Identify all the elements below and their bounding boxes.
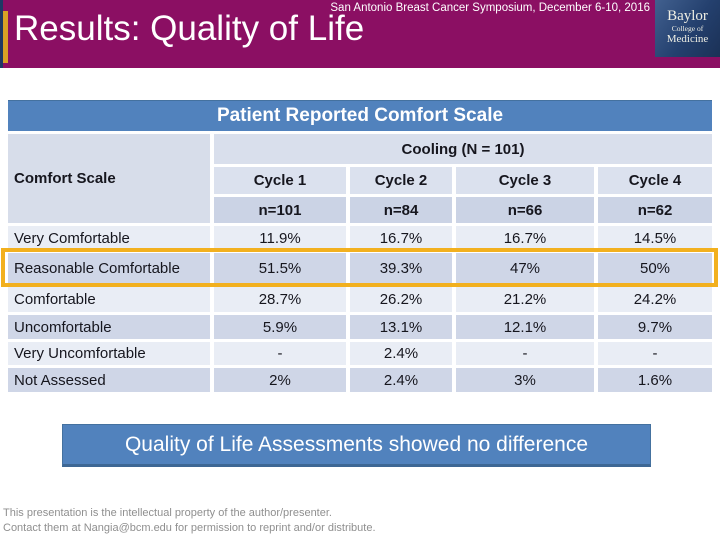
table-row-label: Uncomfortable	[8, 315, 210, 339]
column-subheader-n-2: n=84	[350, 197, 452, 223]
table-cell: 3%	[456, 368, 594, 392]
table-cell: 16.7%	[456, 226, 594, 250]
footer-line-1: This presentation is the intellectual pr…	[3, 507, 332, 519]
table-row-label: Reasonable Comfortable	[8, 253, 210, 283]
comfort-scale-table: Comfort Scale Cooling (N = 101) Cycle 1 …	[8, 134, 712, 392]
table-cell: 2%	[214, 368, 346, 392]
table-cell: 50%	[598, 253, 712, 283]
table-cell: -	[456, 342, 594, 365]
footer-disclaimer: This presentation is the intellectual pr…	[3, 506, 376, 535]
symposium-credit: San Antonio Breast Cancer Symposium, Dec…	[330, 2, 650, 14]
table-cell: 14.5%	[598, 226, 712, 250]
table-group-header: Cooling (N = 101)	[214, 134, 712, 164]
header-gold-stripe	[3, 11, 8, 63]
table-cell: 51.5%	[214, 253, 346, 283]
table-row-label: Very Uncomfortable	[8, 342, 210, 365]
table-cell: 5.9%	[214, 315, 346, 339]
column-header-cycle-2: Cycle 2	[350, 167, 452, 194]
table-row-label: Not Assessed	[8, 368, 210, 392]
table-cell: 21.2%	[456, 286, 594, 312]
table-cell: 13.1%	[350, 315, 452, 339]
logo-text-line1: Baylor	[667, 8, 708, 24]
table-cell: -	[598, 342, 712, 365]
table-cell: -	[214, 342, 346, 365]
table-cell: 16.7%	[350, 226, 452, 250]
conclusion-banner: Quality of Life Assessments showed no di…	[62, 424, 651, 467]
column-subheader-n-4: n=62	[598, 197, 712, 223]
logo-text-line2: College of	[671, 24, 704, 33]
table-cell: 2.4%	[350, 342, 452, 365]
logo-text-line3: Medicine	[666, 33, 709, 45]
table-cell: 1.6%	[598, 368, 712, 392]
column-header-cycle-3: Cycle 3	[456, 167, 594, 194]
table-cell: 11.9%	[214, 226, 346, 250]
table-cell: 47%	[456, 253, 594, 283]
column-header-cycle-1: Cycle 1	[214, 167, 346, 194]
table-cell: 28.7%	[214, 286, 346, 312]
table-cell: 9.7%	[598, 315, 712, 339]
table-cell: 2.4%	[350, 368, 452, 392]
table-cell: 12.1%	[456, 315, 594, 339]
table-cell: 26.2%	[350, 286, 452, 312]
header-navy-stripe	[0, 0, 3, 68]
table-cell: 39.3%	[350, 253, 452, 283]
slide-title: Results: Quality of Life	[14, 9, 365, 48]
table-corner-header: Comfort Scale	[8, 134, 210, 223]
slide-header: San Antonio Breast Cancer Symposium, Dec…	[0, 0, 720, 68]
table-row-label: Very Comfortable	[8, 226, 210, 250]
column-subheader-n-3: n=66	[456, 197, 594, 223]
column-subheader-n-1: n=101	[214, 197, 346, 223]
baylor-college-of-medicine-logo: Baylor College of Medicine	[655, 0, 720, 57]
column-header-cycle-4: Cycle 4	[598, 167, 712, 194]
footer-line-2: Contact them at Nangia@bcm.edu for permi…	[3, 521, 376, 534]
table-cell: 24.2%	[598, 286, 712, 312]
table-title-bar: Patient Reported Comfort Scale	[8, 100, 712, 131]
table-row-label: Comfortable	[8, 286, 210, 312]
